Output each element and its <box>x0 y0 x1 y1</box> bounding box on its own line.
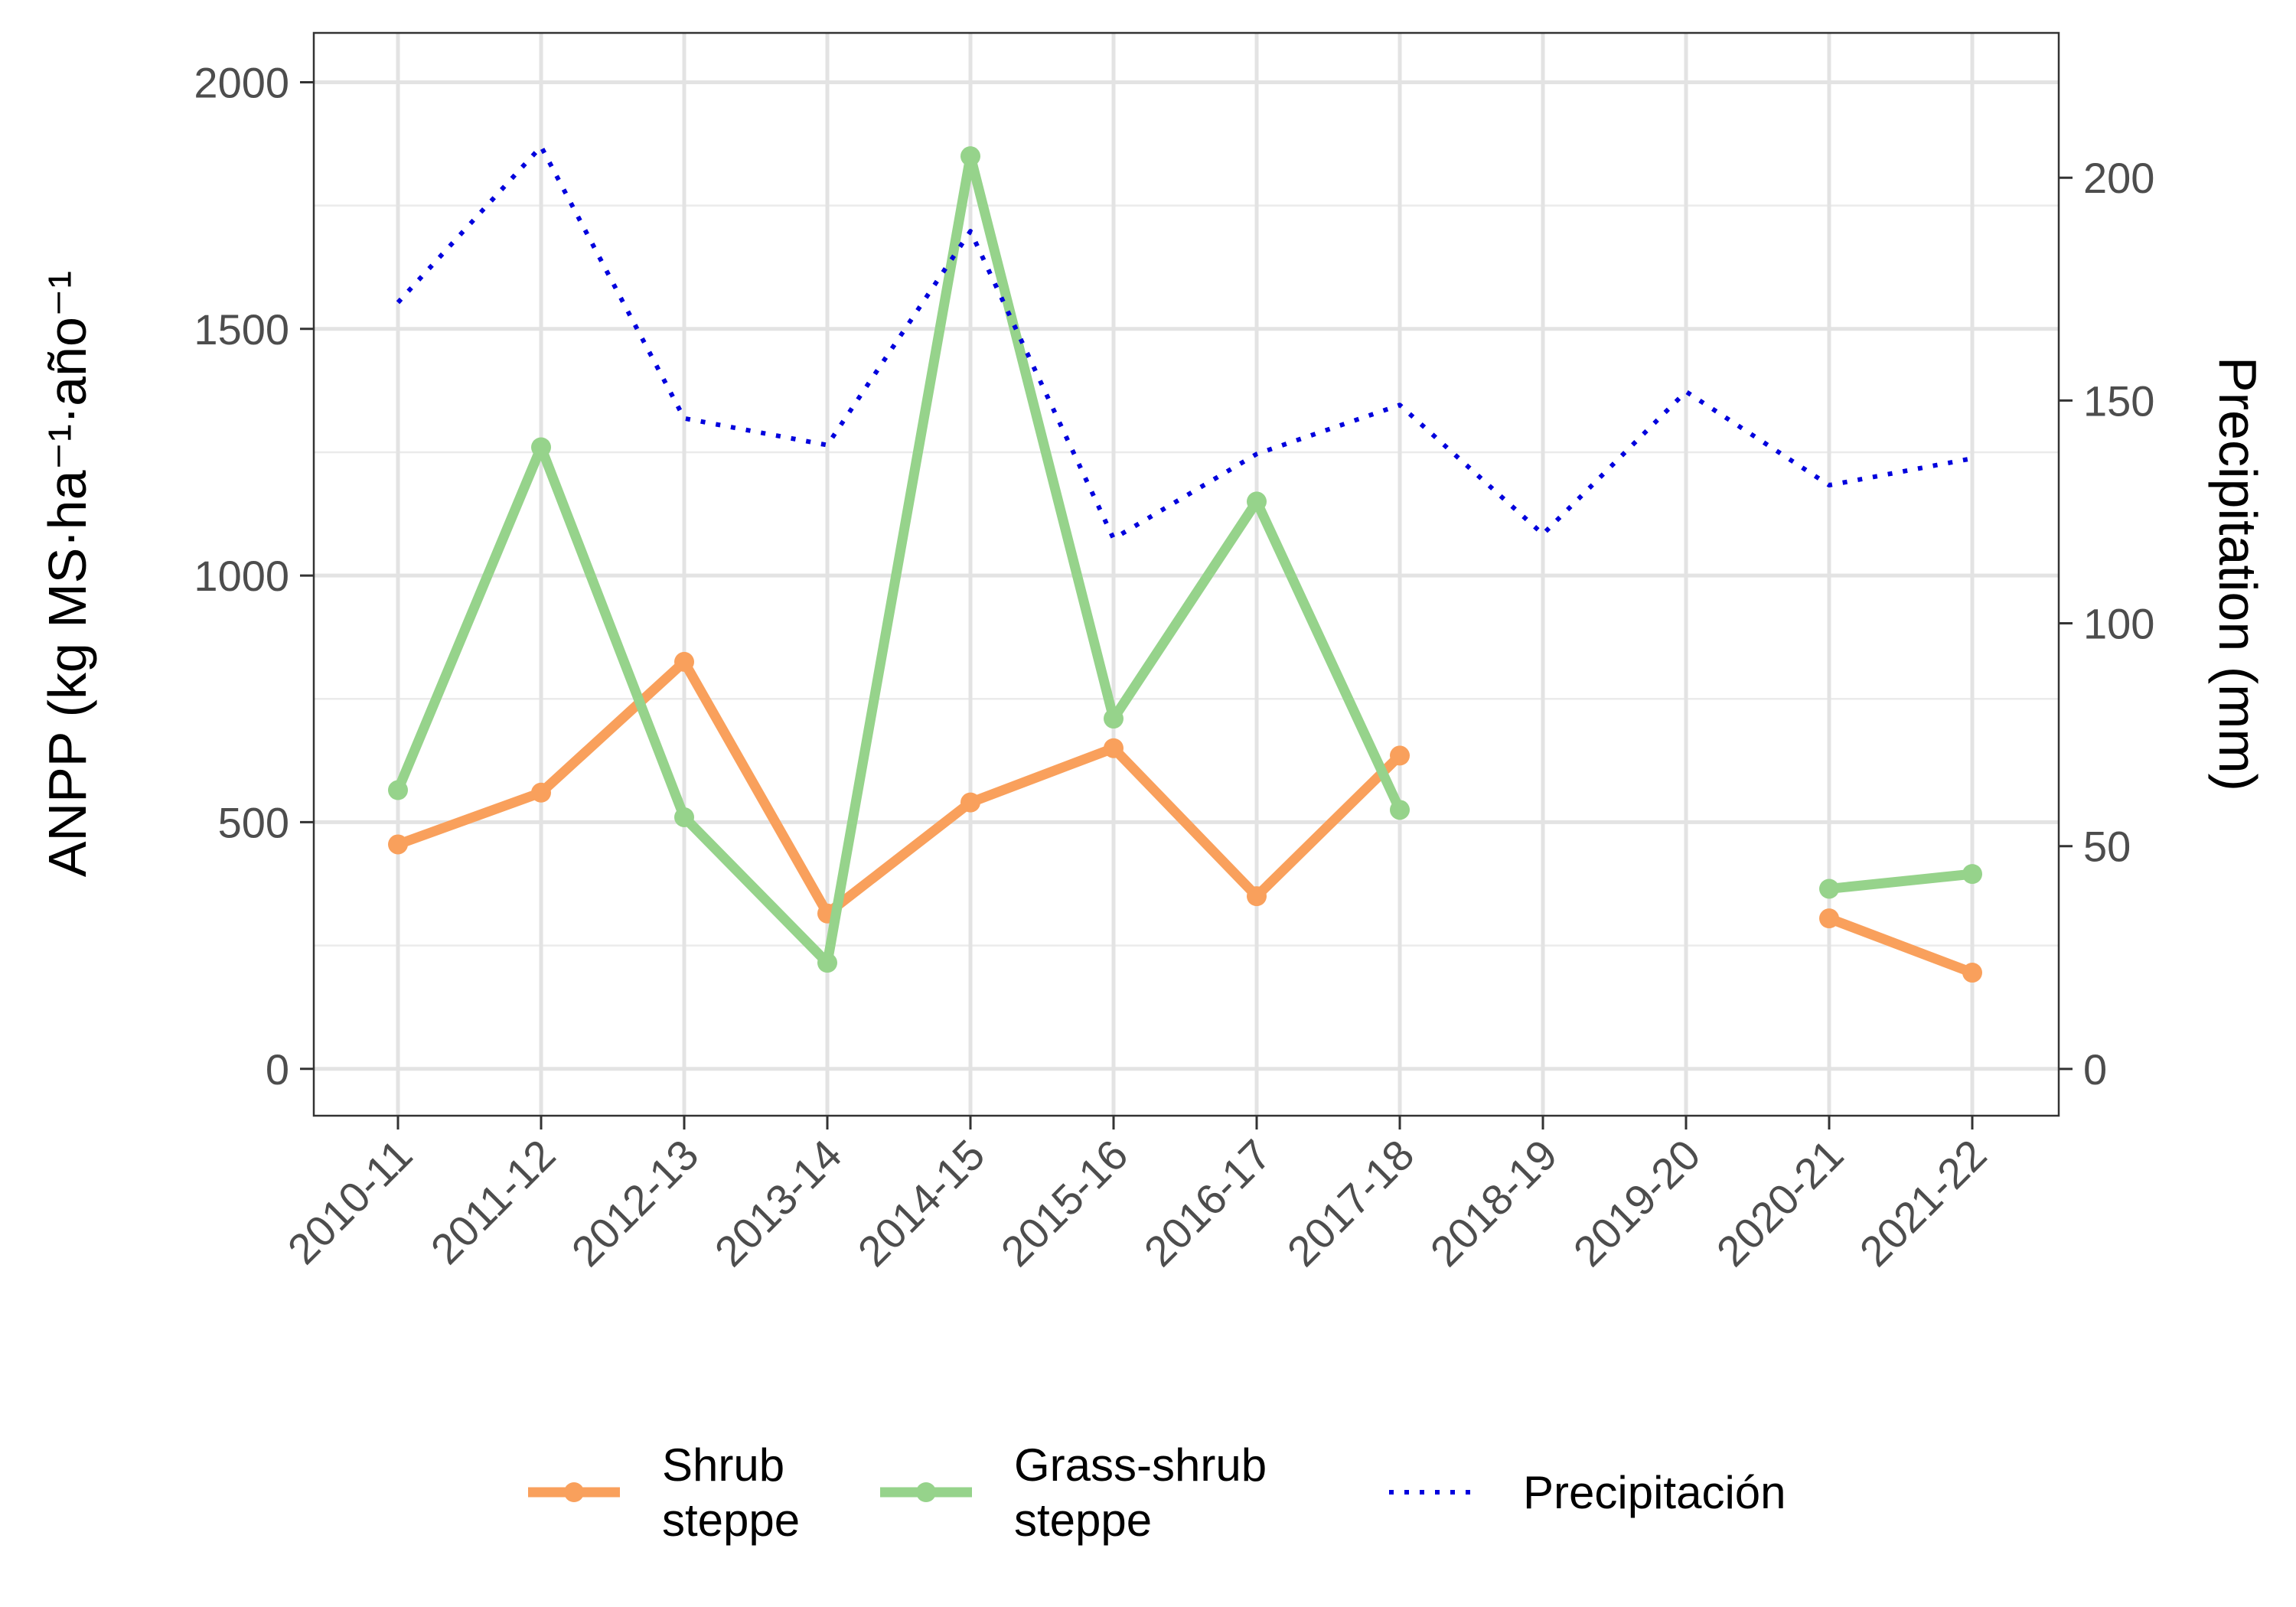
legend-key-point <box>564 1482 584 1502</box>
series-1 <box>388 146 1982 973</box>
series-line <box>396 657 1404 919</box>
data-point <box>388 834 408 855</box>
data-point <box>1390 800 1410 820</box>
legend: Shrub steppe Grass-shrub steppe Precipitació… <box>528 1439 1786 1546</box>
data-point <box>1390 745 1410 766</box>
data-point <box>1247 491 1267 512</box>
data-point <box>674 651 694 672</box>
y-right-tick-label: 200 <box>2083 154 2154 202</box>
legend-item: Shrub steppe <box>528 1439 800 1546</box>
series-layer <box>388 144 1982 983</box>
plot-border <box>312 31 2060 1117</box>
data-point <box>1819 908 1839 929</box>
legend-item: Grass-shrub steppe <box>880 1439 1267 1546</box>
legend-key-point <box>916 1482 936 1502</box>
data-point <box>531 437 551 458</box>
y-left-tick-label: 1000 <box>194 552 289 600</box>
legend-label: Grass-shrub steppe <box>1014 1439 1267 1546</box>
y-right-tick-label: 50 <box>2083 823 2131 871</box>
legend-item: Precipitación <box>1389 1467 1786 1518</box>
y-left-tick-label: 0 <box>266 1045 289 1094</box>
data-point <box>960 792 980 813</box>
data-point <box>960 146 980 167</box>
grid-lines <box>314 33 2059 1116</box>
data-point <box>1819 878 1839 899</box>
legend-label: Shrub steppe <box>662 1439 800 1546</box>
y-left-axis-title: ANPP (kg MS·ha⁻¹·año⁻¹ <box>38 271 97 877</box>
y-right-axis-title: Precipitation (mm) <box>2208 357 2268 791</box>
data-point <box>531 782 551 803</box>
data-point <box>1247 886 1267 907</box>
y-right-tick-label: 0 <box>2083 1045 2107 1094</box>
data-point <box>1962 963 1982 983</box>
legend-label: Precipitación <box>1523 1467 1786 1518</box>
series-line <box>393 151 1404 968</box>
data-point <box>817 953 837 973</box>
y-left-tick-label: 1500 <box>194 305 289 354</box>
y-left-tick-label: 500 <box>218 798 289 846</box>
series-line <box>1828 869 1973 894</box>
y-right-tick-label: 150 <box>2083 376 2154 425</box>
y-right-tick-label: 100 <box>2083 600 2154 648</box>
data-point <box>388 780 408 800</box>
data-point <box>1962 864 1982 885</box>
data-point <box>1104 738 1124 758</box>
y-left-tick-label: 2000 <box>194 58 289 106</box>
data-point <box>674 807 694 827</box>
series-0 <box>388 651 1982 983</box>
data-point <box>1104 709 1124 729</box>
series-line <box>1827 914 1975 978</box>
